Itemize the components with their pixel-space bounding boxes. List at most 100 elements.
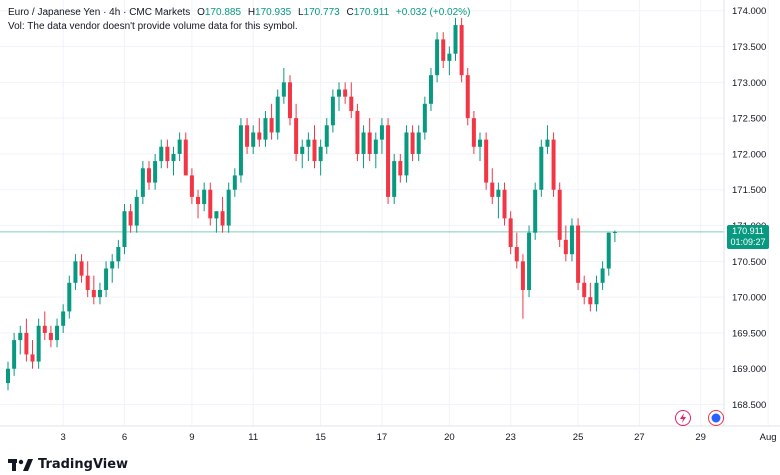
candle[interactable] bbox=[600, 261, 605, 290]
candle[interactable] bbox=[379, 118, 384, 154]
candle[interactable] bbox=[245, 118, 250, 154]
candle[interactable] bbox=[312, 125, 317, 169]
record-icon[interactable] bbox=[708, 410, 724, 426]
candle[interactable] bbox=[514, 232, 519, 269]
candle[interactable] bbox=[61, 304, 66, 333]
candle[interactable] bbox=[171, 146, 176, 176]
candle[interactable] bbox=[140, 161, 145, 205]
tradingview-logo[interactable]: TradingView bbox=[8, 457, 128, 472]
candle[interactable] bbox=[588, 282, 593, 312]
candle[interactable] bbox=[582, 275, 587, 305]
candle[interactable] bbox=[478, 132, 483, 162]
candle[interactable] bbox=[441, 32, 446, 69]
candle[interactable] bbox=[471, 110, 476, 154]
candle[interactable] bbox=[214, 211, 219, 233]
candle[interactable] bbox=[453, 17, 458, 61]
candle[interactable] bbox=[294, 103, 299, 162]
candle[interactable] bbox=[128, 204, 133, 233]
candle[interactable] bbox=[539, 139, 544, 197]
candle[interactable] bbox=[428, 68, 433, 111]
candle[interactable] bbox=[153, 153, 158, 190]
symbol-title[interactable]: Euro / Japanese Yen · 4h · CMC Markets bbox=[8, 7, 191, 18]
candle[interactable] bbox=[110, 254, 115, 283]
candle[interactable] bbox=[502, 182, 507, 226]
candle[interactable] bbox=[300, 139, 305, 169]
price-axis[interactable]: 168.500169.000169.500170.000170.500171.0… bbox=[732, 6, 766, 411]
candle[interactable] bbox=[67, 275, 72, 319]
candle[interactable] bbox=[533, 182, 538, 240]
candle[interactable] bbox=[508, 211, 513, 255]
candle[interactable] bbox=[527, 225, 532, 298]
candle[interactable] bbox=[42, 311, 47, 341]
candle[interactable] bbox=[398, 153, 403, 183]
candle[interactable] bbox=[6, 361, 10, 391]
candle[interactable] bbox=[287, 75, 292, 126]
candle[interactable] bbox=[373, 132, 378, 169]
candle[interactable] bbox=[392, 153, 397, 205]
candle[interactable] bbox=[263, 110, 268, 147]
candle[interactable] bbox=[343, 82, 348, 104]
candle[interactable] bbox=[12, 332, 17, 376]
candle[interactable] bbox=[594, 275, 599, 312]
candle[interactable] bbox=[189, 168, 194, 205]
candle[interactable] bbox=[281, 68, 286, 104]
candle[interactable] bbox=[435, 32, 440, 83]
candle[interactable] bbox=[545, 125, 550, 154]
candle[interactable] bbox=[496, 182, 501, 219]
candle[interactable] bbox=[459, 17, 464, 83]
candle[interactable] bbox=[330, 89, 335, 133]
candle[interactable] bbox=[24, 318, 29, 362]
candle[interactable] bbox=[551, 132, 556, 197]
lightning-icon[interactable] bbox=[675, 410, 691, 426]
candle[interactable] bbox=[484, 132, 489, 190]
candle[interactable] bbox=[563, 225, 568, 262]
candle[interactable] bbox=[557, 182, 562, 248]
candle[interactable] bbox=[165, 139, 170, 169]
candle[interactable] bbox=[404, 125, 409, 183]
candle[interactable] bbox=[91, 275, 96, 305]
candle[interactable] bbox=[576, 218, 581, 290]
candle[interactable] bbox=[226, 182, 231, 233]
candle[interactable] bbox=[361, 125, 366, 169]
candle[interactable] bbox=[85, 261, 90, 298]
candle[interactable] bbox=[196, 189, 201, 219]
candle[interactable] bbox=[48, 325, 53, 348]
candle[interactable] bbox=[337, 82, 342, 111]
candle[interactable] bbox=[416, 125, 421, 162]
candle[interactable] bbox=[73, 254, 78, 290]
candle[interactable] bbox=[183, 132, 188, 176]
candle[interactable] bbox=[97, 282, 102, 305]
candle[interactable] bbox=[520, 254, 525, 319]
candle[interactable] bbox=[122, 204, 127, 255]
candle[interactable] bbox=[36, 318, 41, 369]
time-axis[interactable]: 3691115172023252729Aug57 bbox=[61, 432, 780, 443]
candles[interactable] bbox=[6, 17, 617, 391]
candle[interactable] bbox=[410, 125, 415, 162]
candle[interactable] bbox=[324, 118, 329, 154]
candle[interactable] bbox=[202, 182, 207, 212]
candle[interactable] bbox=[116, 239, 121, 269]
candle[interactable] bbox=[269, 103, 274, 140]
candle[interactable] bbox=[104, 261, 109, 298]
candle[interactable] bbox=[177, 132, 182, 162]
candle[interactable] bbox=[257, 118, 262, 147]
candle[interactable] bbox=[355, 103, 360, 162]
candle[interactable] bbox=[447, 46, 452, 76]
candle[interactable] bbox=[79, 254, 84, 283]
candle[interactable] bbox=[134, 189, 139, 233]
candle[interactable] bbox=[569, 218, 574, 262]
candle[interactable] bbox=[146, 161, 151, 190]
candle[interactable] bbox=[612, 230, 617, 242]
candle[interactable] bbox=[275, 89, 280, 140]
candle[interactable] bbox=[465, 68, 470, 126]
candle[interactable] bbox=[220, 196, 225, 233]
candle[interactable] bbox=[251, 125, 256, 154]
candle[interactable] bbox=[318, 139, 323, 176]
candle[interactable] bbox=[55, 318, 60, 348]
candle[interactable] bbox=[386, 118, 391, 205]
candle[interactable] bbox=[238, 118, 243, 183]
candle[interactable] bbox=[30, 340, 35, 369]
candle[interactable] bbox=[208, 182, 213, 226]
